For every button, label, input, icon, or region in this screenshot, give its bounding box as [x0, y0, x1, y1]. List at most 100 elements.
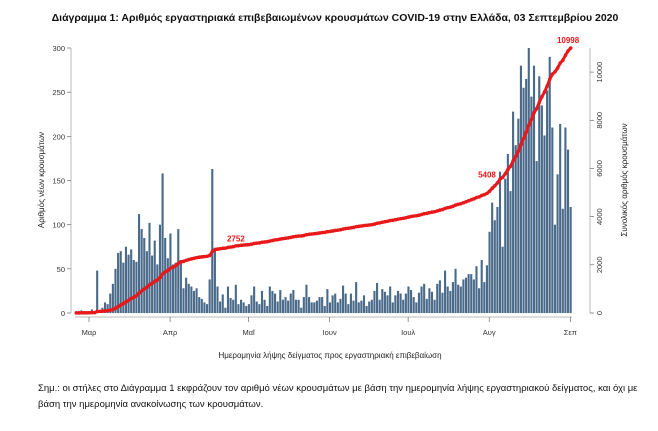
cumulative-point — [524, 130, 529, 135]
cumulative-point — [228, 245, 233, 249]
bar — [480, 260, 483, 313]
bar — [255, 301, 258, 313]
x-tick-label: Απρ — [163, 328, 177, 337]
cumulative-point — [173, 263, 178, 268]
bar — [219, 301, 222, 313]
cumulative-point — [349, 225, 353, 230]
bar — [310, 302, 313, 313]
cumulative-point — [325, 229, 330, 234]
cumulative-point — [529, 117, 534, 122]
bar — [415, 302, 418, 313]
bars-layer — [75, 48, 572, 314]
bar — [423, 283, 426, 313]
cumulative-point — [540, 94, 544, 99]
bar — [250, 295, 253, 313]
bar — [362, 295, 366, 313]
bar — [527, 48, 530, 313]
bar — [420, 286, 423, 313]
cumulative-point — [388, 218, 393, 223]
bar — [203, 302, 206, 313]
cumulative-point — [343, 226, 348, 231]
cumulative-point — [296, 234, 301, 238]
bar — [525, 78, 528, 314]
cumulative-point — [126, 298, 131, 303]
bar — [425, 298, 428, 313]
x-tick-label: Αυγ — [483, 328, 496, 337]
bar — [326, 289, 329, 313]
bar — [446, 286, 449, 313]
y-tick-label: 0 — [61, 309, 65, 318]
bar — [117, 252, 120, 313]
bar — [546, 90, 549, 314]
bar — [457, 284, 460, 313]
bar — [177, 229, 180, 313]
cumulative-point — [312, 231, 317, 236]
cumulative-point — [95, 309, 100, 314]
bar — [198, 297, 201, 313]
bar — [323, 305, 326, 313]
cumulative-point — [563, 53, 568, 58]
x-tick-label: Μαΐ — [242, 328, 255, 337]
cumulative-point — [155, 278, 160, 282]
cumulative-point — [124, 300, 128, 304]
cumulative-point — [498, 177, 502, 181]
cumulative-point — [561, 58, 565, 63]
bar — [289, 293, 292, 313]
bar — [192, 290, 196, 313]
bar — [292, 290, 295, 313]
cumulative-point — [254, 241, 259, 245]
bar — [519, 65, 522, 314]
cumulative-point — [506, 167, 510, 172]
bar — [287, 300, 290, 313]
bar — [232, 299, 235, 313]
cumulative-point — [516, 149, 521, 153]
bar — [263, 299, 266, 313]
bar — [164, 237, 167, 313]
bar — [156, 264, 159, 313]
labels-layer: Αριθμός νέων κρουσμάτων Συνολικός αριθμός… — [37, 36, 629, 360]
cumulative-point — [566, 49, 570, 53]
bar — [302, 297, 305, 313]
bar — [407, 286, 410, 313]
cumulative-line-layer — [74, 46, 573, 315]
bar — [132, 260, 135, 313]
y-tick-label: 50 — [57, 265, 65, 274]
bar — [342, 285, 345, 313]
bar — [274, 293, 277, 313]
bar — [540, 105, 543, 314]
bar — [485, 265, 488, 313]
cumulative-point — [513, 154, 518, 159]
x-tick-label: Ιουλ — [401, 328, 415, 337]
bar — [436, 283, 439, 313]
chart-title: Διάγραμμα 1: Αριθμός εργαστηριακά επιβεβ… — [51, 12, 619, 24]
bar — [245, 305, 248, 313]
bar — [145, 251, 148, 313]
bar — [491, 202, 494, 313]
bar — [548, 56, 551, 313]
bar — [328, 302, 332, 313]
bar — [410, 290, 413, 313]
cumulative-point — [207, 253, 212, 258]
y2-axis-title: Συνολικός αριθμός κρουσμάτων — [620, 123, 629, 236]
bar — [532, 65, 536, 314]
bar — [365, 305, 368, 313]
cumulative-point — [262, 240, 267, 244]
bar — [276, 301, 279, 313]
bar — [396, 290, 400, 313]
y2-tick-label: 4000 — [595, 208, 604, 225]
bar — [294, 299, 298, 313]
bar — [281, 299, 284, 313]
cumulative-point — [139, 289, 144, 293]
cumulative-point — [411, 214, 416, 218]
bar — [376, 282, 379, 313]
bar — [226, 286, 230, 313]
cumulative-point — [527, 123, 531, 127]
y2-tick-label: 0 — [595, 311, 604, 315]
cumulative-point — [333, 228, 338, 233]
bar — [158, 224, 162, 313]
bar — [109, 293, 112, 313]
cumulative-point — [210, 249, 215, 254]
bar — [404, 293, 407, 313]
bar — [454, 268, 457, 313]
bar — [300, 307, 303, 313]
